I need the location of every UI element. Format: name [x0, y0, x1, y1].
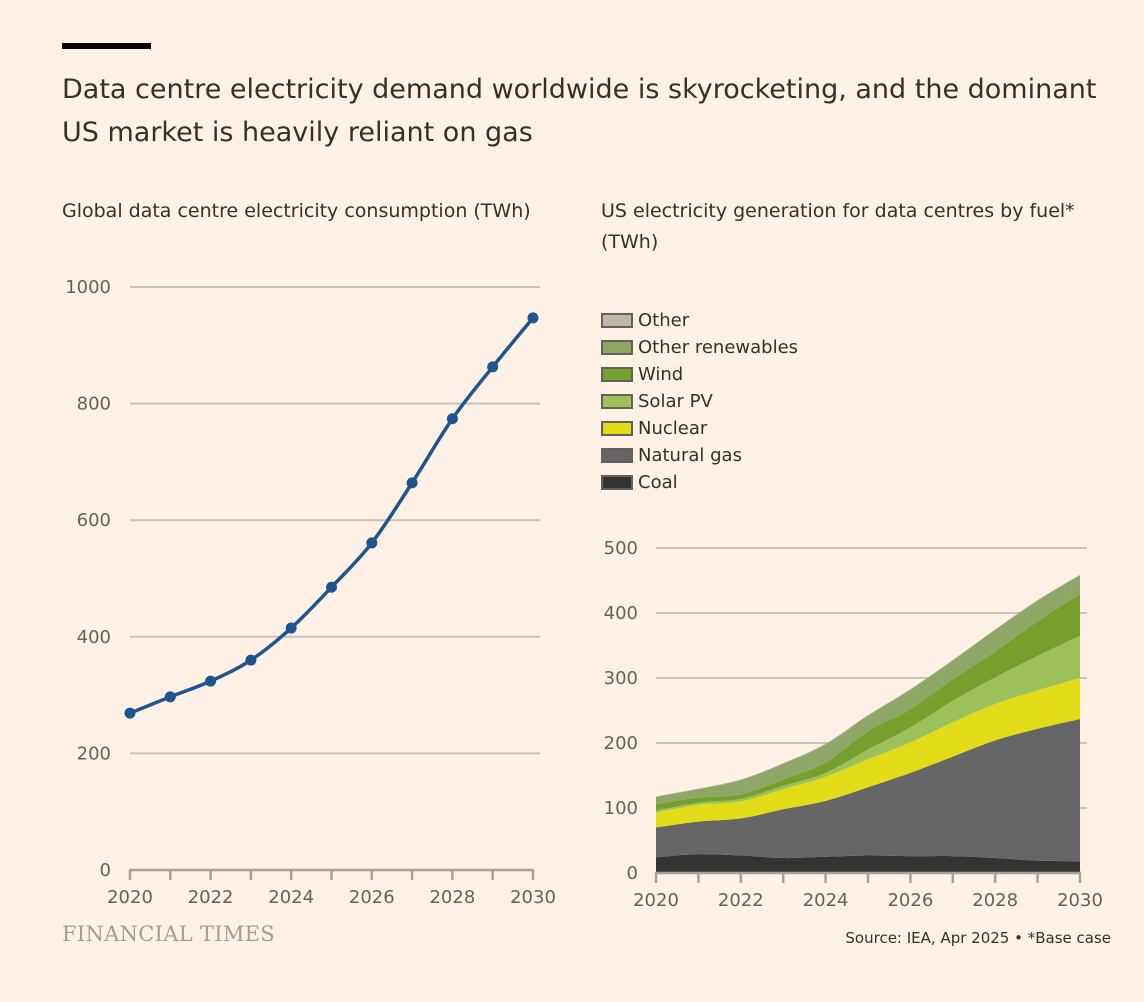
legend-item: Natural gas	[601, 442, 798, 469]
legend-label: Wind	[638, 364, 684, 385]
ft-accent-bar	[62, 43, 151, 49]
y-tick-label: 300	[604, 668, 638, 689]
legend-label: Solar PV	[638, 391, 713, 412]
legend-label: Other renewables	[638, 337, 799, 358]
legend-swatch	[601, 421, 633, 436]
data-point	[245, 654, 257, 666]
chart-headline: Data centre electricity demand worldwide…	[62, 74, 1097, 148]
y-tick-label: 200	[604, 733, 638, 754]
legend-item: Wind	[601, 361, 798, 388]
y-tick-label: 500	[604, 538, 638, 559]
x-tick-label: 2024	[803, 890, 849, 911]
data-point	[164, 691, 176, 703]
area-coal	[656, 854, 1080, 873]
legend-item: Solar PV	[601, 388, 798, 415]
x-tick-label: 2022	[718, 890, 764, 911]
y-tick-label: 200	[77, 743, 111, 764]
data-point	[205, 675, 217, 687]
y-tick-label: 100	[604, 798, 638, 819]
consumption-line	[129, 316, 535, 715]
legend-label: Nuclear	[638, 418, 708, 439]
x-tick-label: 2024	[268, 887, 314, 908]
y-tick-label: 600	[77, 510, 111, 531]
area-natural-gas	[656, 718, 1080, 862]
legend-label: Natural gas	[638, 445, 742, 466]
data-point	[446, 413, 458, 425]
fuel-legend: Other Other renewables Wind Solar PV Nuclear…	[601, 307, 798, 496]
data-point	[527, 312, 539, 324]
legend-item: Other	[601, 307, 798, 334]
x-tick-label: 2028	[972, 890, 1018, 911]
legend-swatch	[601, 340, 633, 355]
y-tick-label: 0	[627, 863, 638, 884]
x-tick-label: 2022	[188, 887, 234, 908]
legend-item: Nuclear	[601, 415, 798, 442]
x-tick-label: 2020	[107, 887, 153, 908]
x-tick-label: 2026	[887, 890, 933, 911]
area-nuclear	[656, 678, 1080, 828]
legend-swatch	[601, 367, 633, 382]
legend-swatch	[601, 475, 633, 490]
x-tick-label: 2030	[1057, 890, 1103, 911]
y-tick-label: 800	[77, 394, 111, 415]
right-chart-title: US electricity generation for data centr…	[601, 200, 1075, 253]
area-stack	[656, 574, 1080, 873]
legend-item: Coal	[601, 469, 798, 496]
y-tick-label: 1000	[65, 277, 111, 298]
source-note: Source: IEA, Apr 2025 • *Base case	[845, 929, 1111, 947]
x-tick-label: 2026	[349, 887, 395, 908]
x-tick-label: 2030	[510, 887, 556, 908]
legend-label: Other	[638, 310, 690, 331]
data-point	[406, 477, 418, 489]
y-tick-label: 400	[604, 603, 638, 624]
legend-label: Coal	[638, 472, 678, 493]
data-point	[487, 361, 499, 373]
data-point	[124, 707, 136, 719]
legend-swatch	[601, 448, 633, 463]
x-tick-label: 2028	[429, 887, 475, 908]
legend-swatch	[601, 394, 633, 409]
x-tick-label: 2020	[633, 890, 679, 911]
y-tick-label: 0	[100, 860, 111, 881]
left-chart-title: Global data centre electricity consumpti…	[62, 200, 531, 222]
data-point	[326, 581, 337, 593]
data-point	[366, 537, 378, 549]
legend-item: Other renewables	[601, 334, 798, 361]
ft-logo: FINANCIAL TIMES	[62, 922, 275, 946]
data-point	[285, 622, 297, 634]
legend-swatch	[601, 313, 633, 328]
y-tick-label: 400	[77, 627, 111, 648]
